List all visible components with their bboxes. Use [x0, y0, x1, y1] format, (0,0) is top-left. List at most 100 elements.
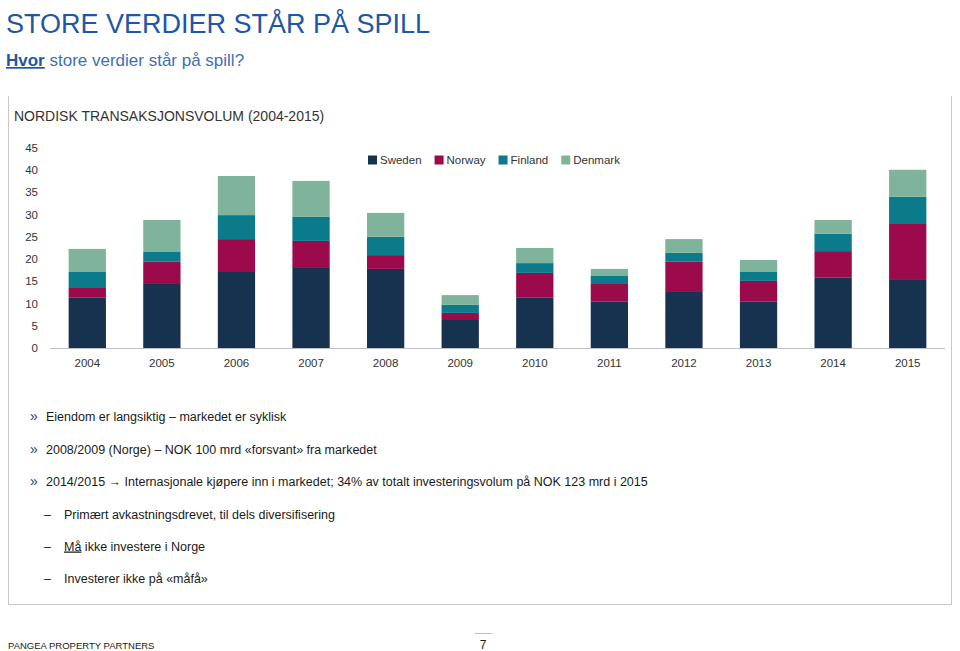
sub-bullet-text: Investerer ikke på «måfå» [64, 572, 208, 586]
y-tick [44, 281, 47, 282]
y-tick-label: 20 [25, 253, 38, 265]
bullet-marker: » [30, 441, 38, 457]
bar-segment [889, 224, 926, 279]
bar-segment [69, 298, 106, 348]
bar-segment [69, 288, 106, 298]
sub-bullet-marker: – [44, 572, 51, 586]
text-part: 2014/2015 → Internasjonale kjøpere inn i… [46, 475, 648, 489]
bullet-marker: » [30, 473, 38, 489]
legend-swatch [435, 156, 444, 165]
bar-segment [218, 176, 255, 215]
sub-bullet-text: Må ikke investere i Norge [64, 540, 205, 554]
bar-segment [143, 262, 180, 283]
bars [69, 170, 927, 348]
title: STORE VERDIER STÅR PÅ SPILL [6, 8, 430, 39]
x-tick-label: 2008 [373, 357, 399, 369]
x-tick-label: 2015 [895, 357, 921, 369]
text-part: Hvor [6, 51, 45, 70]
bar-segment [442, 295, 479, 305]
x-tick-label: 2004 [74, 357, 100, 369]
bar-segment [889, 279, 926, 348]
bar-segment [292, 241, 329, 267]
legend-swatch [368, 156, 377, 165]
bar-segment [292, 267, 329, 348]
x-tick-label: 2012 [671, 357, 697, 369]
bullet-marker: » [30, 408, 38, 424]
text-part: 2008/2009 (Norge) – NOK 100 mrd «forsvan… [46, 443, 377, 457]
text-part: Må [64, 540, 81, 554]
bar-segment [442, 305, 479, 313]
bar-segment [740, 272, 777, 281]
bar-segment [367, 213, 404, 237]
bar-segment [814, 278, 851, 348]
chart-title: NORDISK TRANSAKSJONSVOLUM (2004-2015) [14, 108, 324, 124]
bullet-text: Eiendom er langsiktig – markedet er sykl… [46, 410, 287, 424]
x-tick-label: 2009 [447, 357, 473, 369]
bar-segment [665, 253, 702, 262]
bar-segment [665, 239, 702, 253]
y-tick-label: 30 [25, 209, 38, 221]
page-number: 7 [480, 638, 487, 651]
bar-segment [143, 283, 180, 348]
text-part: Eiendom er langsiktig – markedet er sykl… [46, 410, 287, 424]
y-tick-label: 35 [25, 186, 38, 198]
bar-segment [442, 313, 479, 320]
bar-segment [740, 260, 777, 272]
bar-segment [665, 262, 702, 291]
bar-segment [143, 220, 180, 252]
footer-company: PANGEA PROPERTY PARTNERS [8, 640, 154, 651]
bar-segment [367, 269, 404, 348]
legend-swatch [561, 156, 570, 165]
x-tick-label: 2006 [224, 357, 250, 369]
sub-bullet-text: Primært avkastningsdrevet, til dels dive… [64, 508, 335, 522]
y-tick [44, 348, 47, 349]
y-tick [44, 214, 47, 215]
bar-segment [516, 263, 553, 273]
x-tick-label: 2005 [149, 357, 175, 369]
bar-segment [367, 237, 404, 255]
bar-segment [814, 251, 851, 278]
frame [9, 96, 952, 605]
bar-segment [442, 320, 479, 348]
subtitle: Hvor store verdier står på spill? [6, 51, 244, 70]
legend-swatch [499, 156, 508, 165]
legend-label: Denmark [573, 154, 620, 166]
y-tick-label: 45 [25, 142, 38, 154]
x-tick-label: 2013 [746, 357, 772, 369]
y-tick-label: 15 [25, 275, 38, 287]
bar-segment [292, 217, 329, 241]
bar-segment [591, 302, 628, 348]
footer-rule [475, 633, 492, 634]
y-tick-label: 25 [25, 231, 38, 243]
bar-segment [591, 276, 628, 284]
bar-segment [889, 170, 926, 197]
y-tick [44, 192, 47, 193]
bar-segment [814, 234, 851, 251]
page: STORE VERDIER STÅR PÅ SPILL Hvor store ve… [0, 0, 960, 651]
y-tick-label: 0 [32, 342, 38, 354]
bar-segment [516, 248, 553, 263]
text-part: Primært avkastningsdrevet, til dels dive… [64, 508, 335, 522]
y-tick-label: 5 [32, 320, 38, 332]
legend-label: Norway [447, 154, 486, 166]
y-tick [44, 259, 47, 260]
x-tick-label: 2010 [522, 357, 548, 369]
legend-label: Sweden [380, 154, 422, 166]
y-tick [44, 170, 47, 171]
bar-segment [516, 298, 553, 348]
bar-segment [218, 239, 255, 272]
text-part: store verdier står på spill? [45, 51, 244, 70]
bar-segment [218, 215, 255, 239]
bar-segment [367, 255, 404, 269]
x-tick-label: 2011 [597, 357, 622, 369]
y-tick [44, 148, 47, 149]
bar-segment [292, 181, 329, 217]
bar-segment [740, 302, 777, 348]
bar-segment [740, 281, 777, 302]
x-axis [50, 348, 945, 349]
sub-bullet-marker: – [44, 508, 51, 522]
bar-segment [218, 272, 255, 348]
bar-segment [516, 273, 553, 298]
y-tick [44, 236, 47, 237]
bar-segment [69, 249, 106, 272]
